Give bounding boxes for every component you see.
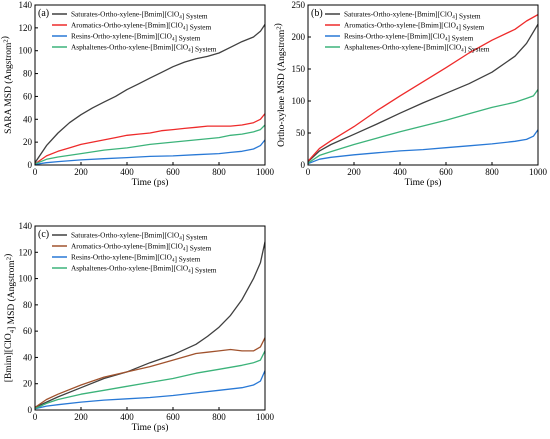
panel-label: (b) xyxy=(311,8,323,19)
x-axis-label: Time (ps) xyxy=(405,177,442,188)
series-line-resins xyxy=(308,129,538,165)
y-tick-label: 100 xyxy=(292,96,306,106)
x-tick-label: 400 xyxy=(120,167,134,177)
series-line-asphaltenes xyxy=(308,89,538,164)
x-tick-label: 400 xyxy=(120,412,134,422)
series-line-aromatics xyxy=(308,14,538,162)
y-tick-label: 0 xyxy=(28,405,33,415)
series-line-saturates xyxy=(308,23,538,163)
series-lines xyxy=(35,241,265,410)
legend-entry: Resins-Ortho-xylene-[Bmim][ClO4] System xyxy=(344,32,474,43)
legend-entry: Aromatics-Ortho-xylene-[Bmim][ClO4] Syst… xyxy=(71,242,212,253)
x-tick-label: 600 xyxy=(439,167,453,177)
x-tick-label: 0 xyxy=(33,412,38,422)
legend-entry: Aromatics-Ortho-xylene-[Bmim][ClO4] Syst… xyxy=(71,21,212,32)
y-tick-label: 50 xyxy=(296,128,306,138)
x-tick-label: 200 xyxy=(74,412,88,422)
legend-entry: Asphaltenes-Ortho-xylene-[Bmim][ClO4] Sy… xyxy=(344,43,490,54)
x-axis-label: Time (ps) xyxy=(132,422,169,433)
series-lines xyxy=(308,14,538,165)
legend-entry: Saturates-Ortho-xylene-[Bmim][ClO4] Syst… xyxy=(71,231,208,242)
panel-b: 0 200 400 600 800 1000 0 50 100 150 200 250 Time (ps… xyxy=(273,0,548,188)
x-tick-label: 200 xyxy=(347,167,361,177)
y-tick-label: 200 xyxy=(292,32,306,42)
x-tick-label: 600 xyxy=(166,412,180,422)
x-tick-label: 1000 xyxy=(256,412,275,422)
x-tick-label: 800 xyxy=(212,412,226,422)
y-tick-label: 100 xyxy=(19,46,33,56)
series-line-resins xyxy=(35,139,265,165)
y-tick-label: 60 xyxy=(23,326,33,336)
y-tick-label: 140 xyxy=(19,221,33,231)
plot-frame xyxy=(34,4,266,166)
y-tick-label: 60 xyxy=(23,91,33,101)
panel-a: 0 200 400 600 800 1000 0 20 40 60 80 100 120 140 Time … xyxy=(0,0,275,188)
series-line-asphaltenes xyxy=(35,124,265,165)
x-tick-label: 0 xyxy=(306,167,311,177)
legend-entry: Resins-Ortho-xylene-[Bmim][ClO4] System xyxy=(71,32,201,43)
y-tick-label: 100 xyxy=(19,274,33,284)
legend: Saturates-Ortho-xylene-[Bmim][ClO4] Syst… xyxy=(52,10,217,54)
y-tick-label: 150 xyxy=(292,64,306,74)
series-line-saturates xyxy=(35,241,265,408)
x-tick-label: 800 xyxy=(212,167,226,177)
series-line-saturates xyxy=(35,24,265,164)
y-tick-label: 40 xyxy=(23,352,33,362)
plot-frame xyxy=(34,225,266,411)
x-tick-label: 600 xyxy=(166,167,180,177)
x-tick-label: 400 xyxy=(393,167,407,177)
legend-entry: Asphaltenes-Ortho-xylene-[Bmim][ClO4] Sy… xyxy=(71,43,217,54)
legend-entry: Saturates-Ortho-xylene-[Bmim][ClO4] Syst… xyxy=(71,10,208,21)
series-lines xyxy=(35,24,265,165)
y-tick-label: 120 xyxy=(19,23,33,33)
y-tick-label: 80 xyxy=(23,69,33,79)
x-tick-label: 1000 xyxy=(529,167,548,177)
x-tick-label: 0 xyxy=(33,167,38,177)
y-tick-label: 40 xyxy=(23,114,33,124)
y-tick-label: 20 xyxy=(23,137,33,147)
y-tick-label: 120 xyxy=(19,247,33,257)
panel-label: (c) xyxy=(38,229,49,240)
panel-label: (a) xyxy=(38,8,49,19)
y-axis-label: Ortho-xylene MSD (Angstrom2) xyxy=(273,23,287,147)
y-tick-label: 0 xyxy=(301,160,306,170)
y-tick-label: 250 xyxy=(292,0,306,10)
series-line-aromatics xyxy=(35,337,265,408)
y-tick-label: 20 xyxy=(23,379,33,389)
x-tick-label: 200 xyxy=(74,167,88,177)
legend-entry: Aromatics-Ortho-xylene-[Bmim][ClO4] Syst… xyxy=(344,21,485,32)
y-axis-label: SARA MSD (Angstrom2) xyxy=(0,36,14,134)
legend: Saturates-Ortho-xylene-[Bmim][ClO4] Syst… xyxy=(52,231,217,275)
legend-entry: Resins-Ortho-xylene-[Bmim][ClO4] System xyxy=(71,253,201,264)
legend-entry: Saturates-Ortho-xylene-[Bmim][ClO4] Syst… xyxy=(344,10,481,21)
series-line-resins xyxy=(35,370,265,410)
x-axis-label: Time (ps) xyxy=(132,177,169,188)
x-tick-label: 800 xyxy=(485,167,499,177)
y-tick-label: 0 xyxy=(28,160,33,170)
series-line-aromatics xyxy=(35,113,265,165)
y-tick-label: 140 xyxy=(19,0,33,10)
legend-entry: Asphaltenes-Ortho-xylene-[Bmim][ClO4] Sy… xyxy=(71,264,217,275)
x-tick-label: 1000 xyxy=(256,167,275,177)
series-line-asphaltenes xyxy=(35,350,265,410)
y-tick-label: 80 xyxy=(23,300,33,310)
plot-frame xyxy=(307,4,539,166)
panel-c: 0 200 400 600 800 1000 0 20 40 60 80 100 120 140 Time … xyxy=(3,221,275,433)
y-axis-label: [Bmim][ClO4] MSD (Angstrom2) xyxy=(3,254,17,383)
legend: Saturates-Ortho-xylene-[Bmim][ClO4] Syst… xyxy=(325,10,490,54)
